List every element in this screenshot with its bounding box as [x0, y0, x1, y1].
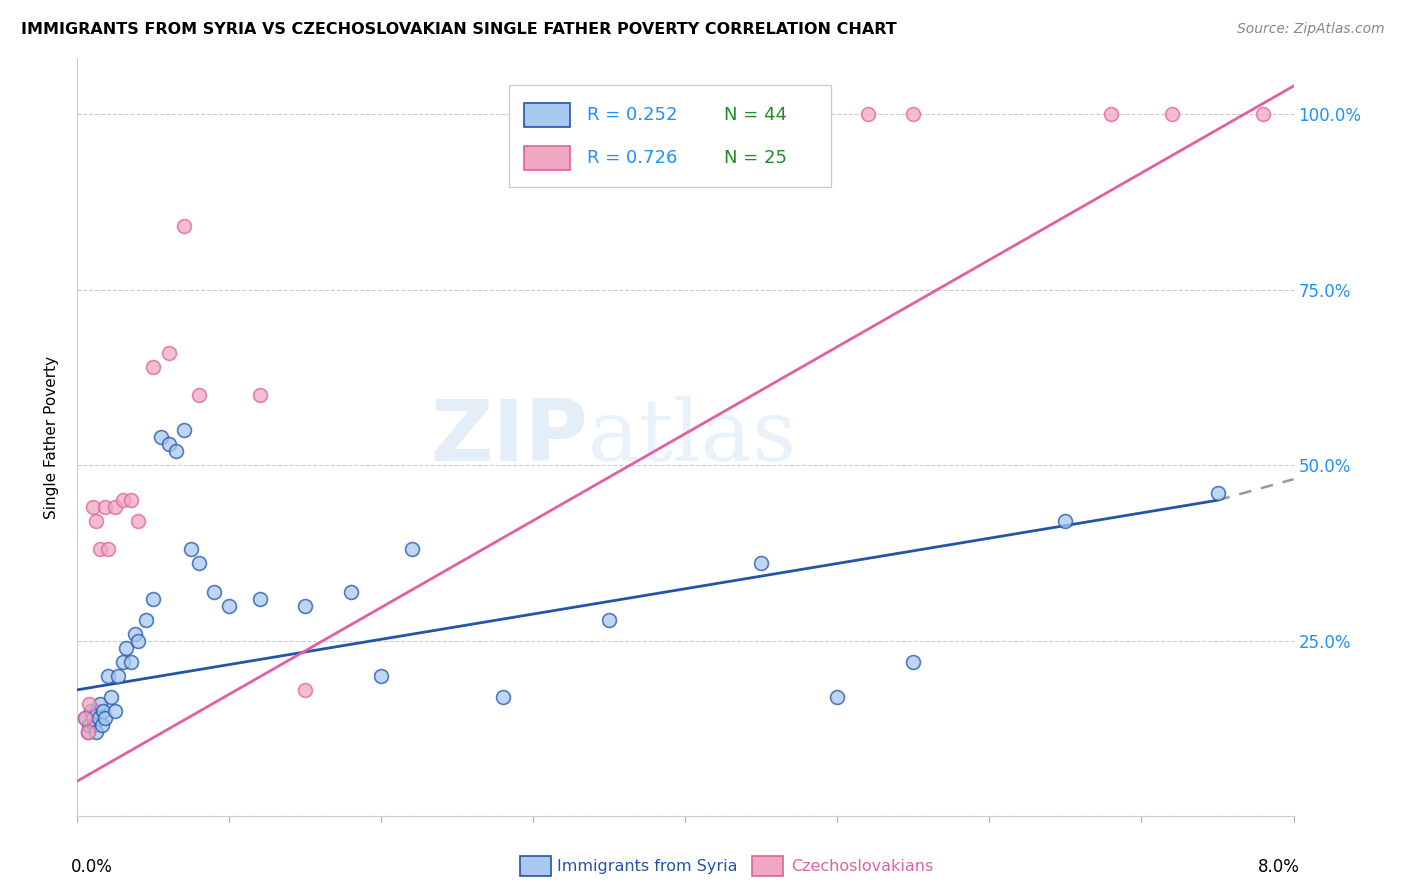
Point: [142, 591, 165, 606]
Point: [80, 704, 103, 718]
Point: [492, 690, 515, 704]
Point: [1206, 486, 1229, 500]
Point: [84, 514, 107, 528]
Text: R = 0.726: R = 0.726: [586, 149, 678, 167]
Point: [598, 613, 620, 627]
Point: [142, 359, 165, 374]
Point: [294, 599, 316, 613]
Point: [903, 655, 925, 669]
Point: [157, 346, 180, 360]
Point: [124, 626, 146, 640]
Point: [1054, 514, 1077, 528]
Point: [856, 107, 879, 121]
Point: [157, 437, 180, 451]
Text: IMMIGRANTS FROM SYRIA VS CZECHOSLOVAKIAN SINGLE FATHER POVERTY CORRELATION CHART: IMMIGRANTS FROM SYRIA VS CZECHOSLOVAKIAN…: [21, 22, 897, 37]
Text: 0.0%: 0.0%: [72, 858, 112, 876]
Text: atlas: atlas: [588, 395, 797, 479]
Point: [79, 697, 101, 711]
Bar: [523, 103, 569, 127]
Point: [73, 711, 96, 725]
Point: [93, 500, 115, 515]
Point: [120, 493, 142, 508]
Point: [249, 591, 271, 606]
Point: [1161, 107, 1184, 121]
Y-axis label: Single Father Poverty: Single Father Poverty: [44, 356, 59, 518]
Point: [1099, 107, 1122, 121]
Point: [90, 718, 112, 732]
Point: [104, 704, 127, 718]
Point: [903, 107, 925, 121]
Point: [827, 690, 849, 704]
Point: [165, 444, 187, 458]
Point: [249, 388, 271, 402]
Point: [111, 493, 134, 508]
Point: [218, 599, 240, 613]
Point: [180, 542, 202, 557]
Point: [120, 655, 142, 669]
Point: [751, 557, 773, 571]
Point: [79, 718, 101, 732]
Point: [83, 718, 105, 732]
Point: [104, 500, 127, 515]
Point: [149, 430, 172, 444]
Point: [89, 542, 111, 557]
Point: [294, 682, 316, 697]
Text: Czechoslovakians: Czechoslovakians: [792, 859, 934, 873]
Text: 8.0%: 8.0%: [1258, 858, 1299, 876]
Point: [127, 514, 149, 528]
Point: [173, 219, 195, 234]
Text: N = 25: N = 25: [724, 149, 787, 167]
Point: [84, 725, 107, 739]
Point: [107, 669, 129, 683]
Point: [89, 697, 111, 711]
Point: [82, 711, 104, 725]
Text: Source: ZipAtlas.com: Source: ZipAtlas.com: [1237, 22, 1385, 37]
Point: [401, 542, 423, 557]
Point: [340, 584, 363, 599]
Text: ZIP: ZIP: [430, 395, 588, 479]
Point: [77, 725, 100, 739]
Point: [97, 669, 120, 683]
Text: N = 44: N = 44: [724, 106, 787, 124]
Point: [135, 613, 157, 627]
FancyBboxPatch shape: [509, 85, 831, 186]
Point: [127, 633, 149, 648]
Point: [111, 655, 134, 669]
Point: [188, 557, 211, 571]
Point: [115, 640, 138, 655]
Text: R = 0.252: R = 0.252: [586, 106, 678, 124]
Point: [370, 669, 392, 683]
Point: [100, 690, 122, 704]
Point: [93, 711, 115, 725]
Point: [173, 423, 195, 437]
Point: [87, 711, 110, 725]
Point: [73, 711, 96, 725]
Point: [188, 388, 211, 402]
Point: [202, 584, 225, 599]
Text: Immigrants from Syria: Immigrants from Syria: [557, 859, 737, 873]
Point: [91, 704, 114, 718]
Point: [796, 107, 818, 121]
Bar: [523, 146, 569, 170]
Point: [82, 500, 104, 515]
Point: [598, 107, 620, 121]
Point: [1251, 107, 1274, 121]
Point: [97, 542, 120, 557]
Point: [77, 725, 100, 739]
Point: [86, 704, 108, 718]
